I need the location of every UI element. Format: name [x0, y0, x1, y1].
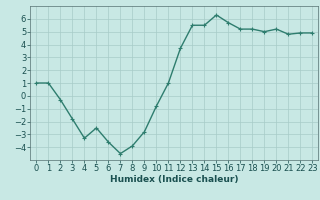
X-axis label: Humidex (Indice chaleur): Humidex (Indice chaleur)	[110, 175, 239, 184]
